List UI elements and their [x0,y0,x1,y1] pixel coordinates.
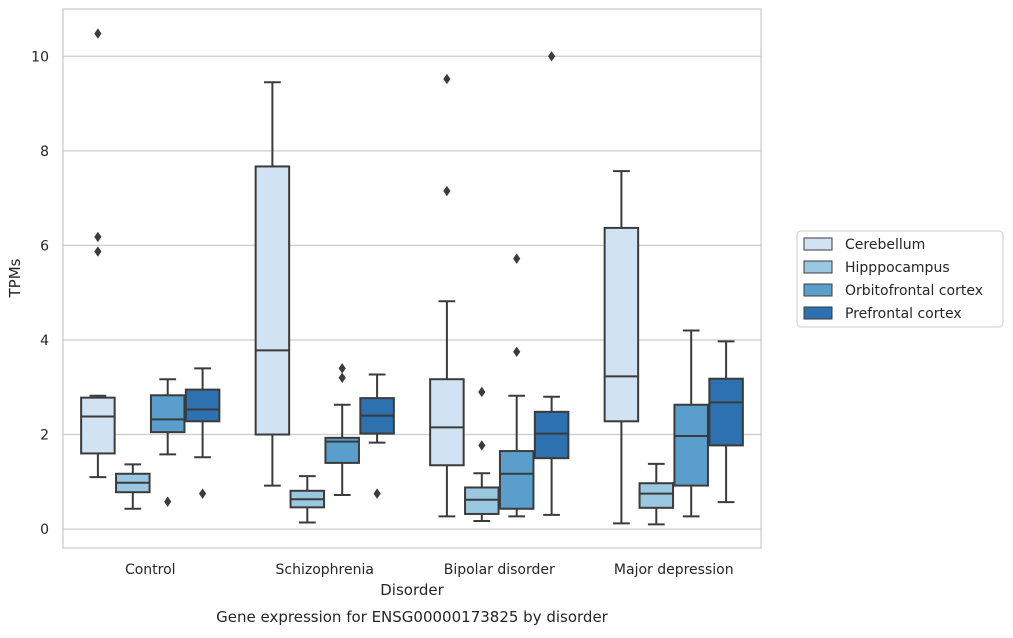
box-iqr [429,378,465,467]
y-tick-label: 4 [40,333,49,349]
box-prefrontal-cortex [708,340,744,504]
box-orbitofrontal-cortex [673,329,709,518]
outlier-point [443,73,451,85]
outlier-point [164,496,172,507]
outlier-point [513,253,521,264]
box-iqr [80,396,116,455]
box-hipppocampus [464,386,500,523]
box-cerebellum [80,28,116,479]
y-tick-label: 2 [40,428,49,444]
y-tick-label: 0 [40,522,49,538]
x-tick-label: Bipolar disorder [444,562,555,578]
outlier-point [548,51,556,62]
y-tick-label: 10 [31,49,49,65]
gridlines [63,55,761,530]
legend-label: Hipppocampus [845,260,950,276]
legend-swatch [803,260,833,274]
x-tick-label: Control [125,562,176,578]
outlier-point [513,346,521,357]
outlier-point [373,488,381,499]
box-iqr [673,403,709,487]
plot-frame [62,8,762,549]
box-group [80,28,221,510]
box-prefrontal-cortex [359,373,395,499]
legend-item: Prefrontal cortex [803,306,962,322]
x-axis-label: Disorder [380,581,444,599]
x-tick-label: Major depression [614,562,734,578]
box-cerebellum [603,170,640,525]
legend-label: Cerebellum [845,237,925,253]
legend: Cerebellum Hipppocampus Orbitofrontal cort… [796,230,1004,328]
box-iqr [638,482,675,509]
legend-item: Cerebellum [803,237,925,253]
box-cerebellum [254,81,291,487]
legend-swatch [803,283,833,297]
legend-item: Hipppocampus [803,260,950,276]
x-tick-label: Schizophrenia [276,562,374,578]
box-hipppocampus [638,462,675,526]
y-tick-label: 6 [40,238,49,254]
box-orbitofrontal-cortex [498,253,535,518]
box-iqr [708,377,744,447]
y-tick-label: 8 [40,144,49,160]
box-cerebellum [429,73,465,518]
legend-swatch [803,237,833,251]
y-axis-label: TPMs [6,258,24,298]
outlier-point [478,386,486,398]
box-iqr [498,450,535,510]
outlier-point [338,363,346,374]
legend-frame [796,230,1004,328]
box-group [603,170,744,526]
box-iqr [603,226,640,423]
box-orbitofrontal-cortex [149,378,186,507]
outlier-point [443,185,451,197]
legend-item: Orbitofrontal cortex [803,283,983,299]
box-iqr [149,394,186,434]
box-prefrontal-cortex [184,367,221,499]
box-groups [80,28,744,526]
box-group [254,81,395,524]
box-iqr [184,388,221,423]
box-hipppocampus [289,475,326,524]
box-iqr [254,165,291,436]
legend-label: Prefrontal cortex [845,306,962,322]
x-axis-ticks: Control Schizophrenia Bipolar disorder Majo… [125,562,734,578]
box-orbitofrontal-cortex [324,363,360,497]
box-prefrontal-cortex [533,51,570,516]
box-group [429,51,570,523]
legend-swatch [803,306,833,320]
outlier-point [94,231,102,243]
outlier-point [94,246,102,257]
outlier-point [94,28,102,39]
outlier-point [478,440,486,451]
box-iqr [533,410,570,460]
legend-label: Orbitofrontal cortex [845,283,983,299]
outlier-point [199,488,207,499]
y-axis-ticks: 0 2 4 6 8 10 [31,49,49,538]
outlier-point [338,372,346,383]
box-hipppocampus [115,463,151,510]
figure-caption: Gene expression for ENSG00000173825 by d… [216,608,609,626]
